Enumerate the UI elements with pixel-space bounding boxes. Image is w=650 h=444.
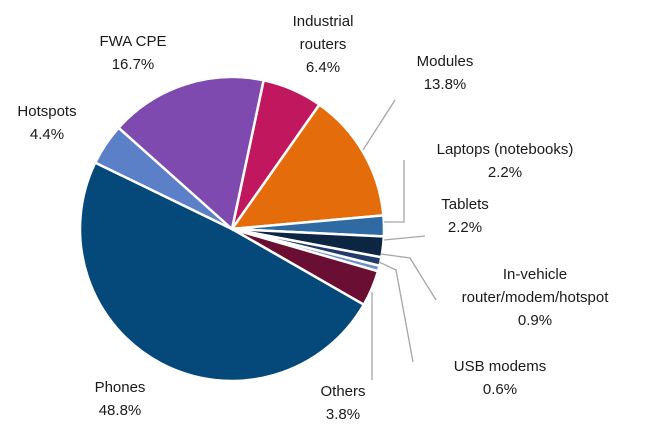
category-label: FWA CPE xyxy=(99,33,167,50)
category-label: USB modems xyxy=(453,358,547,375)
value-label: 3.8% xyxy=(325,406,361,423)
value-label: 48.8% xyxy=(98,402,142,419)
value-label: 2.2% xyxy=(487,164,523,181)
slice-label: Laptops (notebooks) 2.2% xyxy=(405,138,605,184)
leader-line xyxy=(380,253,437,301)
value-label: 6.4% xyxy=(305,59,341,76)
leader-line xyxy=(383,235,426,241)
category-label: Laptops (notebooks) xyxy=(436,141,574,158)
value-label: 4.4% xyxy=(29,126,65,143)
slice-label: FWA CPE 16.7% xyxy=(83,30,183,76)
value-label: 0.6% xyxy=(482,381,518,398)
pie-slice xyxy=(78,160,366,383)
slice-label: Modules 13.8% xyxy=(385,50,505,96)
leader-line xyxy=(384,160,405,223)
slice-label: In-vehicle router/modem/hotspot 0.9% xyxy=(435,263,635,332)
value-label: 16.7% xyxy=(111,56,155,73)
value-label: 2.2% xyxy=(447,219,483,236)
category-label: Phones xyxy=(94,379,146,396)
wedges xyxy=(78,75,386,383)
slice-label: Hotspots 4.4% xyxy=(0,100,97,146)
value-label: 13.8% xyxy=(423,76,467,93)
value-label: 0.9% xyxy=(517,312,553,329)
category-label: Modules xyxy=(416,53,474,70)
category-label: Others xyxy=(320,383,366,400)
slice-label: USB modems 0.6% xyxy=(430,355,570,401)
leader-line xyxy=(378,261,414,363)
category-label: Industrial routers xyxy=(292,13,354,53)
slice-label: Industrial routers 6.4% xyxy=(273,10,373,79)
slice-label: Others 3.8% xyxy=(293,380,393,426)
slice-label: Phones 48.8% xyxy=(70,376,170,422)
pie-slice xyxy=(229,102,385,231)
category-label: Tablets xyxy=(441,196,489,213)
leader-line xyxy=(362,99,396,151)
category-label: In-vehicle router/modem/hotspot xyxy=(461,266,609,306)
category-label: Hotspots xyxy=(17,103,77,120)
slice-label: Tablets 2.2% xyxy=(415,193,515,239)
pie-slice xyxy=(116,75,266,232)
